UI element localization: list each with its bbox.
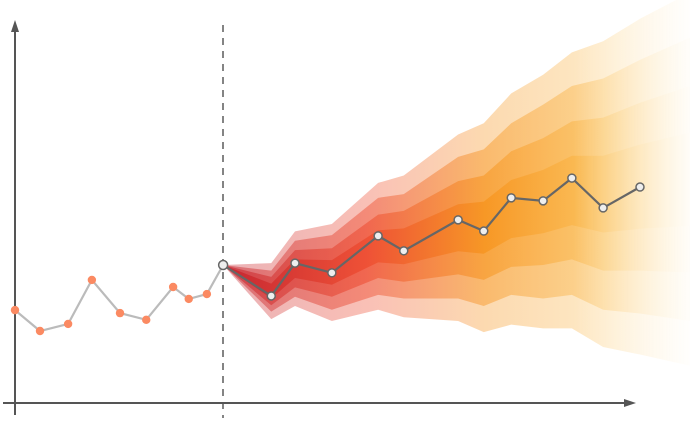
fan-bands (223, 0, 690, 366)
forecast-point (327, 268, 337, 278)
forecast-point (399, 246, 409, 256)
forecast-point (217, 259, 229, 271)
history-point (115, 308, 125, 318)
forecast-point (290, 258, 300, 268)
axes (3, 20, 636, 415)
history-point (87, 275, 97, 285)
history-point (142, 315, 151, 325)
forecast-point (373, 231, 383, 241)
forecast-point (266, 291, 276, 301)
history-point (202, 289, 212, 299)
history-series (10, 264, 225, 336)
history-point (168, 282, 178, 292)
history-point (63, 319, 73, 329)
history-line (14, 264, 225, 333)
forecast-point (598, 203, 608, 213)
forecast-point (635, 182, 645, 192)
forecast-point (567, 173, 577, 183)
forecast-point (538, 196, 548, 206)
forecast-point (453, 215, 463, 225)
y-axis-arrow-icon (11, 20, 19, 32)
history-point (10, 305, 20, 315)
x-axis-arrow-icon (624, 399, 636, 407)
fan-band-3 (223, 85, 690, 306)
history-point (184, 294, 193, 304)
history-point (35, 326, 45, 336)
forecast-point (479, 226, 489, 236)
forecast-point (506, 193, 516, 203)
forecast-series (217, 173, 645, 301)
